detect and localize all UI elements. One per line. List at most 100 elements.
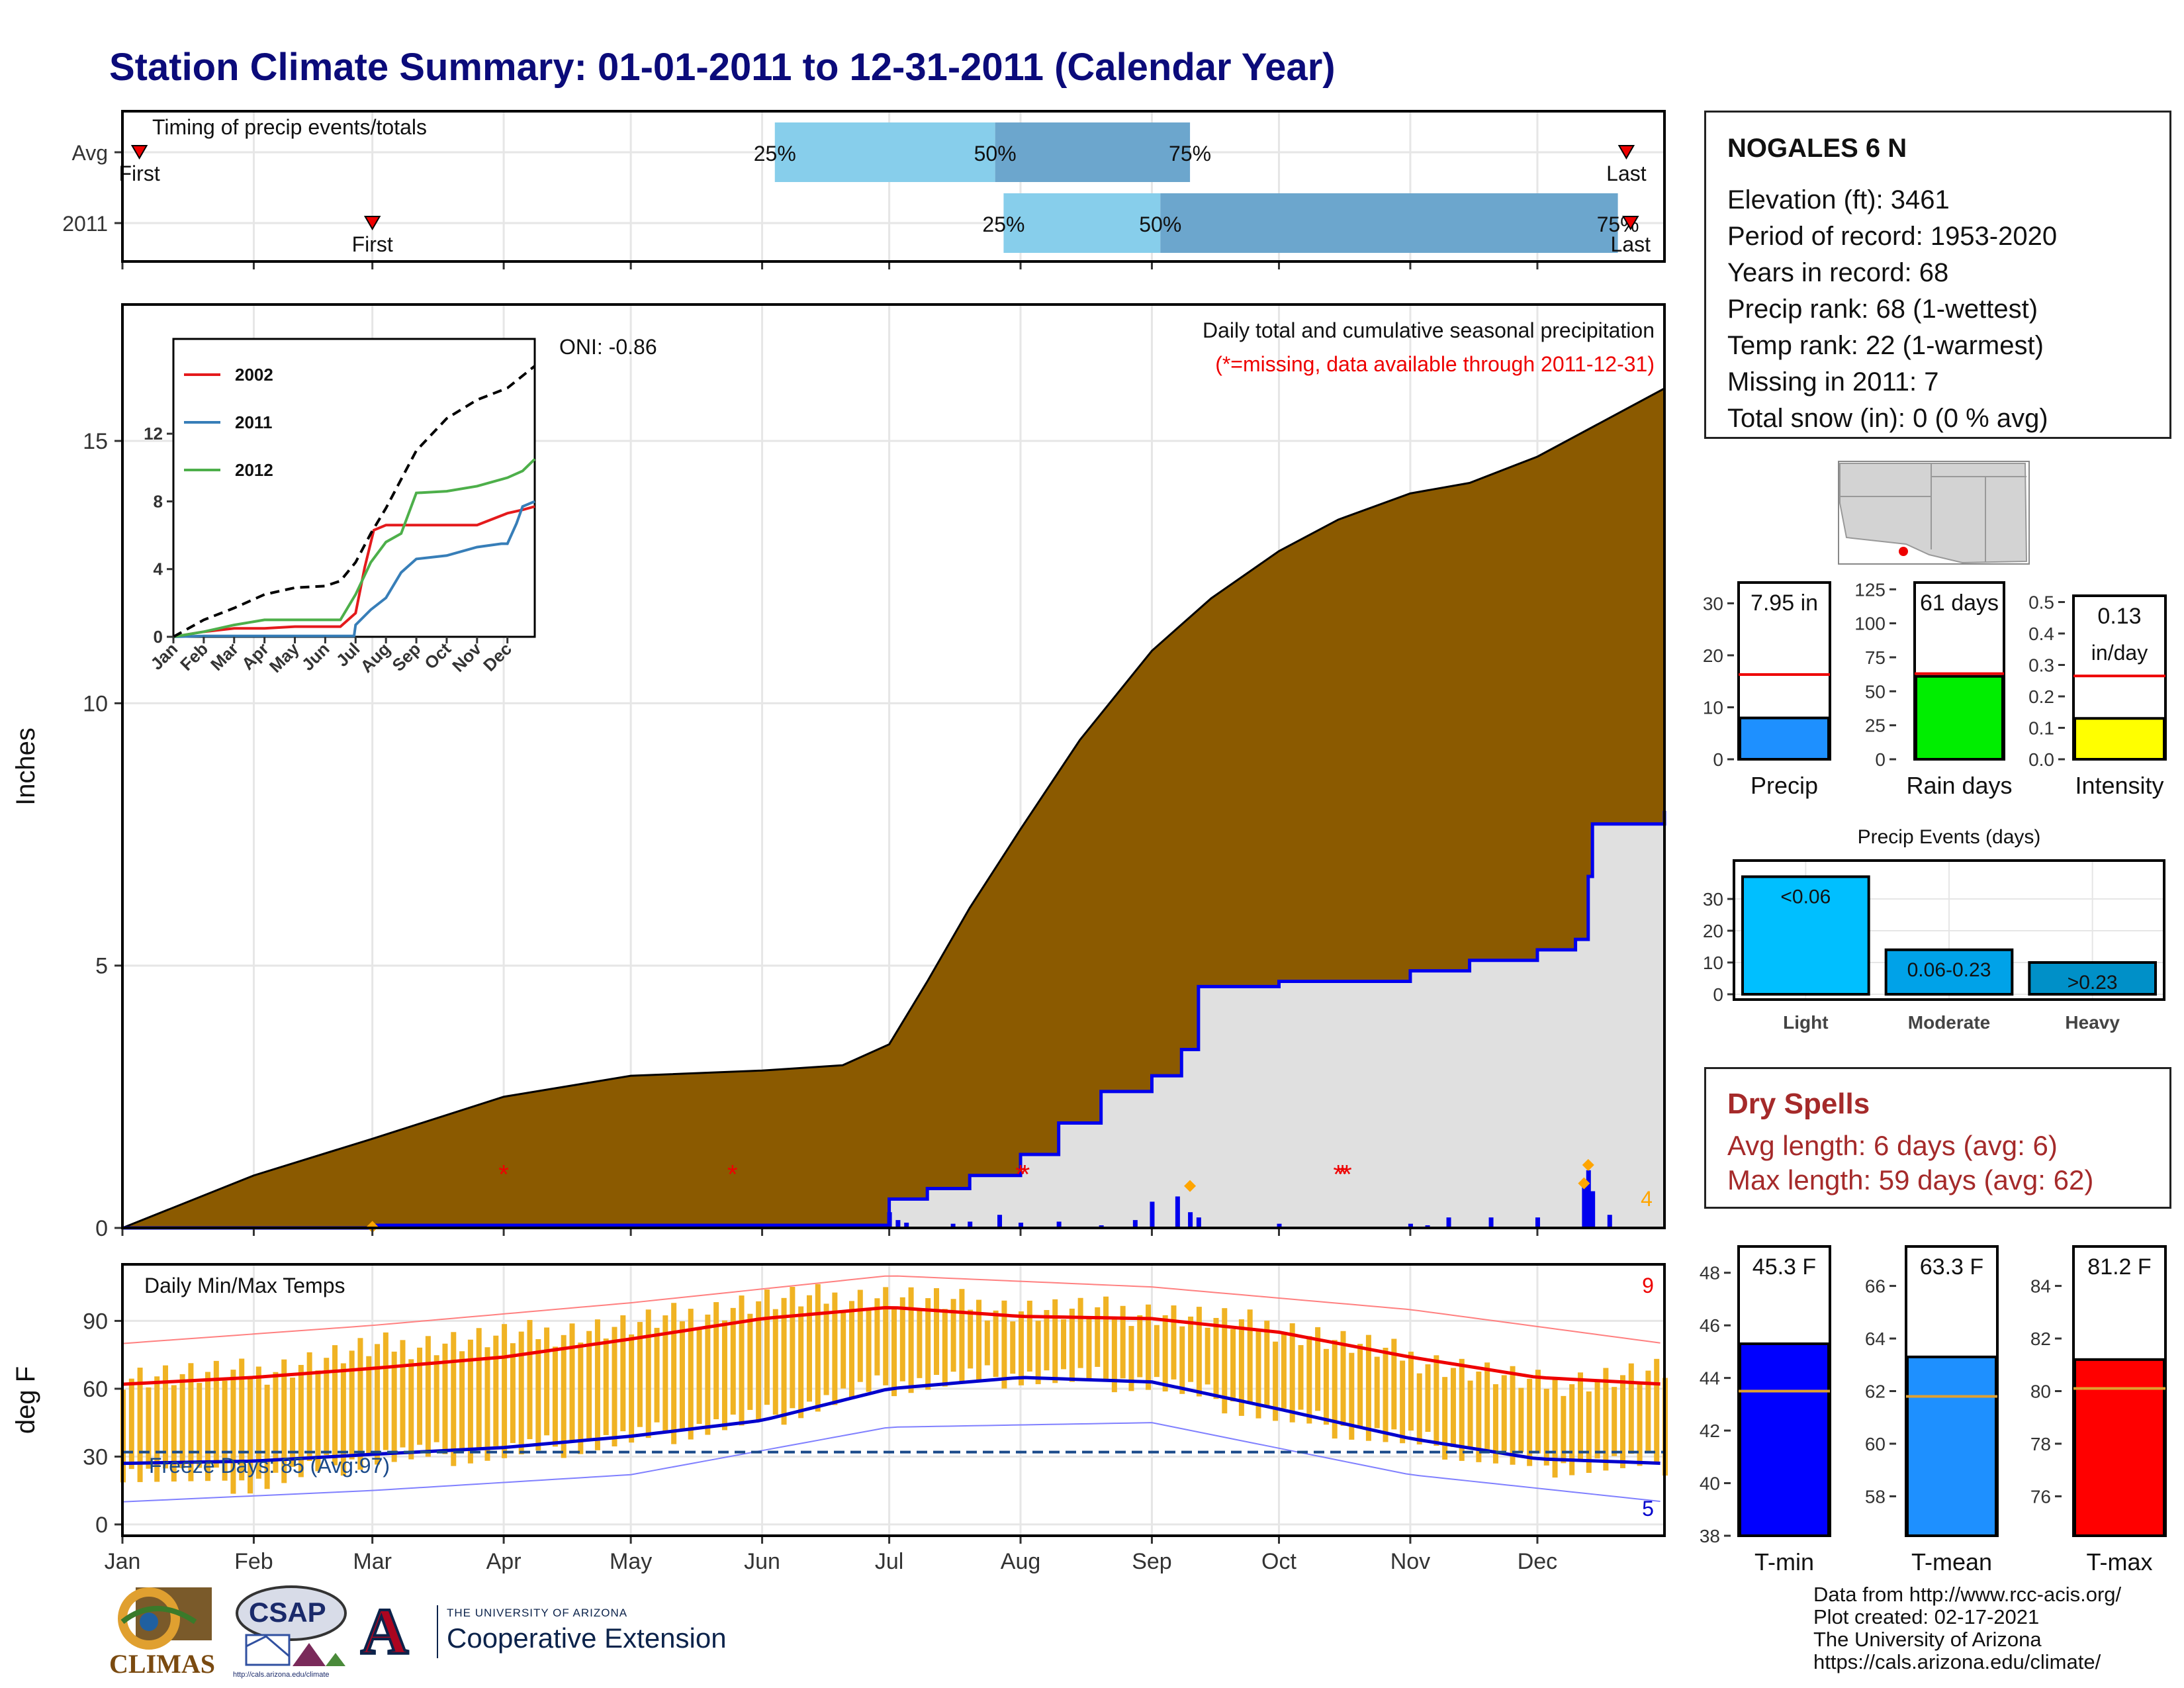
t-mean-value-label: 63.3 F <box>1920 1254 1983 1280</box>
daily-temp-bar <box>1086 1318 1092 1381</box>
daily-temp-bar <box>137 1368 143 1482</box>
rain-days-category-label: Rain days <box>1906 772 2012 799</box>
footer-line-data-source: Data from http://www.rcc-acis.org/ <box>1813 1583 2122 1606</box>
month-tick-label: Apr <box>486 1549 522 1574</box>
daily-temp-bar <box>1222 1308 1228 1414</box>
daily-temp-bar <box>391 1351 397 1462</box>
daily-temp-bar <box>1103 1296 1109 1380</box>
daily-temp-bar <box>1052 1299 1058 1383</box>
daily-temp-bar <box>417 1347 423 1445</box>
rain-days-y-tick-label: 100 <box>1854 614 1886 634</box>
daily-temp-bar <box>1349 1352 1355 1440</box>
month-tick-label: Jan <box>105 1549 141 1574</box>
t-min-y-tick-label: 48 <box>1700 1263 1720 1284</box>
timing-row-label: 2011 <box>62 212 108 236</box>
daily-precip-bar <box>1607 1215 1612 1228</box>
daily-temp-bar <box>1586 1391 1592 1474</box>
inset-line-2002 <box>173 505 535 638</box>
t-min-category-label: T-min <box>1754 1548 1814 1575</box>
events-bar-moderate <box>1884 948 2014 996</box>
timing-bar-q2 <box>1160 193 1618 253</box>
intensity-y-tick-label: 0.1 <box>2028 718 2054 739</box>
daily-temp-bar <box>197 1383 203 1468</box>
daily-temp-bar <box>823 1303 829 1395</box>
rain-days-value-label: 61 days <box>1920 590 1999 616</box>
daily-temp-bar <box>1484 1362 1490 1450</box>
events-panel-frame <box>1733 859 2165 1001</box>
month-tick-label: Mar <box>353 1549 392 1574</box>
daily-temp-bar <box>1654 1358 1660 1464</box>
daily-temp-bar <box>993 1310 999 1378</box>
dry-spells-max: Max length: 59 days (avg: 62) <box>1727 1164 2094 1196</box>
timing-first-label: First <box>119 162 160 185</box>
daily-temp-bar <box>612 1327 617 1447</box>
footer-line-url: https://cals.arizona.edu/climate/ <box>1813 1650 2101 1673</box>
daily-temp-bar <box>1077 1297 1083 1368</box>
daily-temp-bar <box>1400 1360 1406 1444</box>
missing-day-marker: * <box>1015 1160 1026 1190</box>
daily-temp-bar <box>535 1338 541 1451</box>
daily-precip-bar <box>950 1223 956 1228</box>
temp-y-tick-label: 30 <box>83 1444 108 1470</box>
precip-y-tick-label: 10 <box>83 691 108 716</box>
daily-temp-bar <box>544 1327 550 1436</box>
ua-big-text: Cooperative Extension <box>447 1622 727 1654</box>
daily-temp-bar <box>688 1309 694 1440</box>
daily-temp-bar <box>883 1287 889 1385</box>
daily-temp-bar <box>671 1303 677 1444</box>
events-y-tick-label: 30 <box>1703 889 1723 910</box>
timing-row-label: Avg <box>71 141 108 165</box>
daily-temp-bar <box>1196 1307 1202 1397</box>
daily-temp-bar <box>721 1320 727 1430</box>
timing-label-p50: 50% <box>974 142 1017 165</box>
daily-precip-bar <box>1196 1217 1201 1228</box>
t-max-y-tick-label: 78 <box>2030 1434 2051 1454</box>
daily-temp-bar <box>891 1307 897 1397</box>
daily-temp-bar <box>1230 1329 1236 1402</box>
hot-count-label: 9 <box>1642 1274 1654 1297</box>
daily-temp-bar <box>620 1315 626 1432</box>
daily-temp-bar <box>1026 1300 1032 1372</box>
daily-temp-bar <box>1476 1371 1482 1462</box>
rain-days-value-bar <box>1915 675 2004 761</box>
daily-temp-bar <box>1340 1331 1346 1427</box>
footer-line-created: Plot created: 02-17-2021 <box>1813 1605 2040 1628</box>
daily-temp-bar <box>1561 1395 1567 1464</box>
rain-days-y-tick-label: 25 <box>1865 716 1886 736</box>
precip-total-y-tick-label: 0 <box>1713 749 1723 770</box>
daily-temp-bar <box>1162 1315 1168 1392</box>
daily-temp-bar <box>171 1385 177 1482</box>
daily-temp-bar <box>1069 1308 1075 1382</box>
daily-temp-bar <box>578 1342 584 1454</box>
intensity-value-label: 0.13 <box>2097 604 2141 629</box>
daily-temp-bar <box>798 1306 804 1419</box>
inset-line-2011 <box>173 500 535 638</box>
daily-temp-bar <box>366 1356 372 1454</box>
intensity-value-unit: in/day <box>2091 641 2148 665</box>
t-mean-y-tick-label: 60 <box>1865 1434 1886 1454</box>
daily-temp-bar <box>1019 1311 1024 1385</box>
daily-precip-bar <box>1150 1201 1155 1228</box>
climas-logo-text: CLIMAS <box>109 1649 216 1679</box>
precip-panel-title: Daily total and cumulative seasonal prec… <box>1203 318 1655 342</box>
station-years: Years in record: 68 <box>1727 258 1949 287</box>
precip-total-value-label: 7.95 in <box>1751 590 1818 616</box>
daily-temp-bar <box>1552 1377 1558 1478</box>
daily-temp-bar <box>1569 1384 1575 1476</box>
daily-temp-bar <box>1645 1370 1651 1452</box>
daily-temp-bar <box>1179 1326 1185 1394</box>
climas-mark-icon <box>118 1587 212 1650</box>
intensity-y-tick-label: 0.5 <box>2028 592 2054 613</box>
daily-temp-bar <box>815 1284 821 1412</box>
daily-temp-bar <box>1137 1315 1143 1378</box>
daily-temp-bar <box>968 1309 974 1369</box>
record-low-line <box>122 1422 1661 1503</box>
ua-logo: A THE UNIVERSITY OF ARIZONA Cooperative … <box>359 1593 745 1669</box>
daily-temp-bar <box>1247 1309 1253 1404</box>
events-category-label: Light <box>1783 1012 1828 1033</box>
precip-y-tick-label: 0 <box>95 1216 108 1241</box>
daily-temp-bar <box>950 1299 956 1372</box>
daily-temp-bar <box>281 1359 287 1483</box>
daily-temp-bar <box>1518 1387 1524 1452</box>
